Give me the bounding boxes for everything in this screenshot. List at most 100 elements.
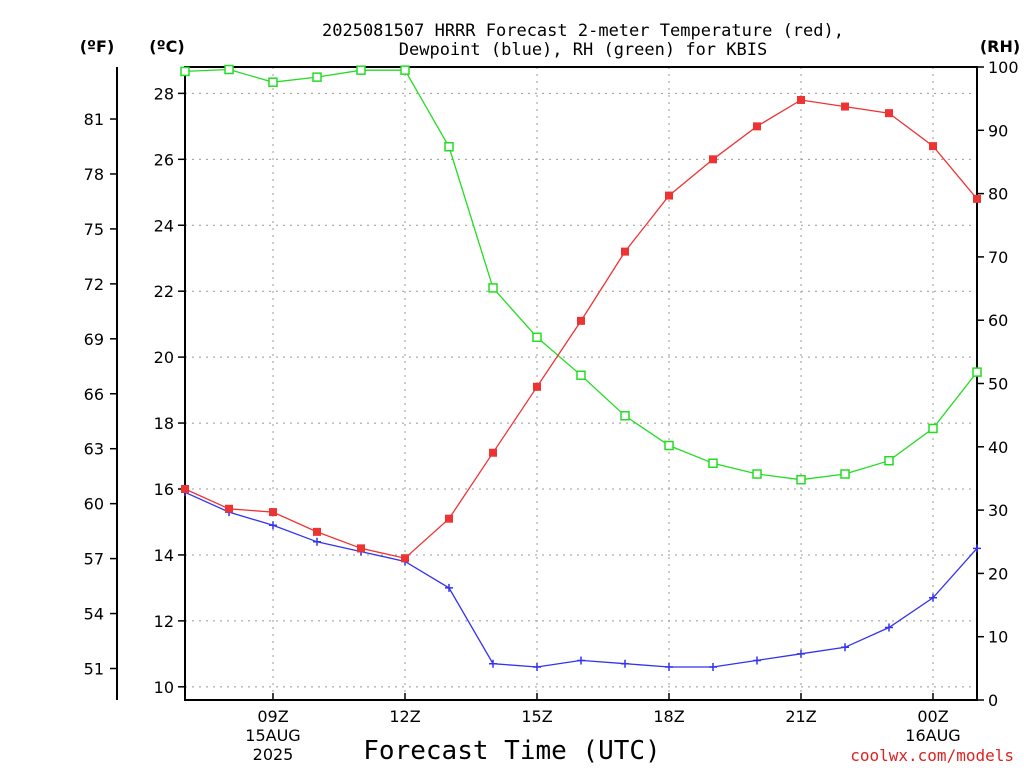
rh-point [840,469,850,479]
rh-point [884,455,894,466]
temperature-point [753,122,761,131]
dewpoint-point [841,643,849,652]
rh-point [796,474,806,485]
rh-tick-label: 60 [988,311,1008,330]
dewpoint-point [929,593,937,602]
celsius-tick-label: 12 [154,612,174,631]
dewpoint-point [973,544,981,553]
rh-point [620,411,630,421]
temperature-point [533,382,541,391]
temperature-point [929,142,937,151]
fahrenheit-tick-label: 63 [84,440,104,459]
rh-tick-label: 30 [988,501,1008,520]
fahrenheit-tick-label: 51 [84,659,104,678]
dewpoint-point [797,649,805,658]
rh-tick-label: 40 [988,438,1008,457]
temperature-point [225,504,233,513]
celsius-tick-label: 26 [154,150,174,169]
rh-tick-label: 100 [988,58,1019,77]
fahrenheit-tick-label: 69 [84,330,104,349]
celsius-axis: 10 12 14 16 18 20 22 24 26 28 [154,84,185,697]
dewpoint-point [533,663,541,672]
rh-point [224,64,234,75]
celsius-tick-label: 16 [154,480,174,499]
time-tick-label: 21Z [785,707,816,726]
time-tick-date-label: 2025 [253,745,294,764]
rh-point [180,66,190,77]
rh-point [576,370,586,381]
dewpoint-point [885,623,893,632]
temperature-point [313,527,321,536]
fahrenheit-axis: 51 54 57 60 63 66 69 72 75 78 81 [84,110,117,678]
rh-point [532,332,542,343]
temperature-point [973,194,981,203]
grid-lines [185,67,977,700]
dewpoint-point [445,583,453,592]
rh-point [752,469,762,479]
rh-line [184,68,978,481]
rh-tick-label: 0 [988,691,998,710]
temperature-point [885,109,893,118]
celsius-tick-label: 20 [154,348,174,367]
time-tick-date-label: 16AUG [905,726,960,745]
celsius-tick-label: 28 [154,84,174,103]
temperature-point [401,554,409,563]
rh-axis: 0 10 20 30 40 50 60 70 80 90 100 [977,58,1019,710]
celsius-tick-label: 18 [154,414,174,433]
time-tick-label: 00Z [917,707,948,726]
fahrenheit-tick-label: 72 [84,275,104,294]
temperature-point [709,155,717,164]
temperature-point [577,316,585,325]
rh-point [268,77,278,87]
fahrenheit-tick-label: 60 [84,495,104,514]
dewpoint-point [269,521,277,530]
fahrenheit-tick-label: 75 [84,220,104,239]
rh-point [928,423,938,434]
time-tick-label: 15Z [521,707,552,726]
rh-point [312,72,322,82]
fahrenheit-axis-label: (ºF) [80,37,115,56]
celsius-axis-label: (ºC) [149,37,184,56]
rh-point [972,367,982,377]
fahrenheit-tick-label: 66 [84,385,104,404]
rh-tick-label: 90 [988,121,1008,140]
plot-frame [184,66,978,701]
dewpoint-point [313,537,321,546]
dewpoint-point [577,656,585,665]
temperature-series [181,95,981,563]
temperature-point [489,448,497,457]
rh-point [444,142,454,152]
rh-point [488,283,498,293]
dewpoint-line [184,491,978,668]
celsius-tick-label: 24 [154,216,174,235]
fahrenheit-tick-label: 57 [84,550,104,569]
rh-point [708,458,718,469]
rh-point [356,65,366,75]
dewpoint-point [709,663,717,672]
dewpoint-point [621,659,629,668]
temperature-point [181,485,189,493]
rh-point [664,440,674,451]
temperature-point [621,247,629,256]
rh-point [400,65,410,75]
chart-title-line-2: Dewpoint (blue), RH (green) for KBIS [399,40,767,60]
x-axis-title: Forecast Time (UTC) [363,736,660,766]
fahrenheit-tick-label: 81 [84,110,104,129]
dewpoint-point [665,663,673,672]
dewpoint-point [753,656,761,665]
rh-axis-label: (RH) [980,37,1020,56]
temperature-point [445,514,453,523]
credit-link[interactable]: coolwx.com/models [850,746,1014,765]
celsius-tick-label: 10 [154,678,174,697]
temperature-point [357,544,365,553]
dewpoint-point [489,659,497,668]
time-tick-date-label: 15AUG [245,726,300,745]
rh-tick-label: 80 [988,185,1008,204]
rh-tick-label: 10 [988,628,1008,647]
chart-title-line-1: 2025081507 HRRR Forecast 2-meter Tempera… [322,21,844,41]
time-tick-label: 12Z [389,707,420,726]
time-tick-label: 09Z [257,707,288,726]
celsius-tick-label: 22 [154,282,174,301]
